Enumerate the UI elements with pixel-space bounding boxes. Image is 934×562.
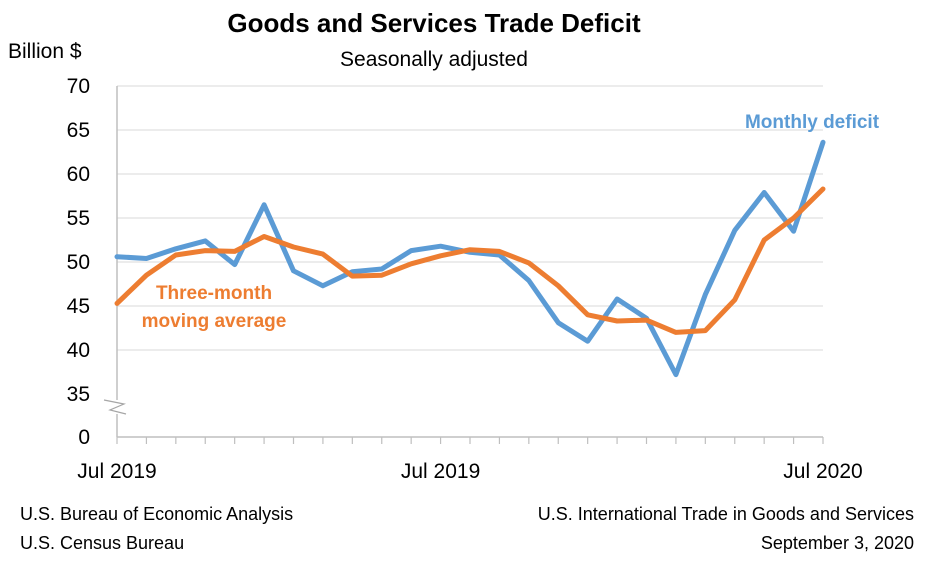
source-bea: U.S. Bureau of Economic Analysis (20, 504, 293, 524)
y-tick-label: 45 (67, 295, 90, 318)
y-tick-label: 50 (67, 251, 90, 274)
axis-break-mark (103, 399, 127, 415)
y-axis-label: Billion $ (8, 40, 82, 63)
x-tick-label: Jul 2019 (77, 460, 156, 483)
chart-subtitle: Seasonally adjusted (340, 48, 528, 71)
y-tick-label: 55 (67, 207, 90, 230)
chart-title: Goods and Services Trade Deficit (227, 8, 641, 38)
axes (103, 86, 824, 444)
y-tick-label: 65 (67, 119, 90, 142)
monthly-deficit-line (114, 139, 826, 378)
moving-average-label-line2: moving average (142, 311, 287, 332)
monthly-deficit-label: Monthly deficit (745, 112, 880, 133)
moving-average-line (114, 186, 826, 335)
x-tick-labels: Jul 2019 Jul 2019 Jul 2020 (77, 460, 862, 483)
y-tick-label: 40 (67, 339, 90, 362)
y-tick-labels: 70 65 60 55 50 45 40 35 0 (67, 75, 90, 449)
x-tick-label: Jul 2019 (401, 460, 480, 483)
series-lines (114, 139, 826, 378)
y-tick-label: 60 (67, 163, 90, 186)
x-tick-label: Jul 2020 (783, 460, 862, 483)
report-title: U.S. International Trade in Goods and Se… (538, 504, 914, 524)
moving-average-label-line1: Three-month (156, 283, 272, 304)
source-census: U.S. Census Bureau (20, 533, 184, 553)
y-tick-label: 70 (67, 75, 90, 98)
report-date: September 3, 2020 (761, 533, 914, 553)
y-tick-label: 35 (67, 383, 90, 406)
y-tick-label: 0 (78, 426, 90, 449)
